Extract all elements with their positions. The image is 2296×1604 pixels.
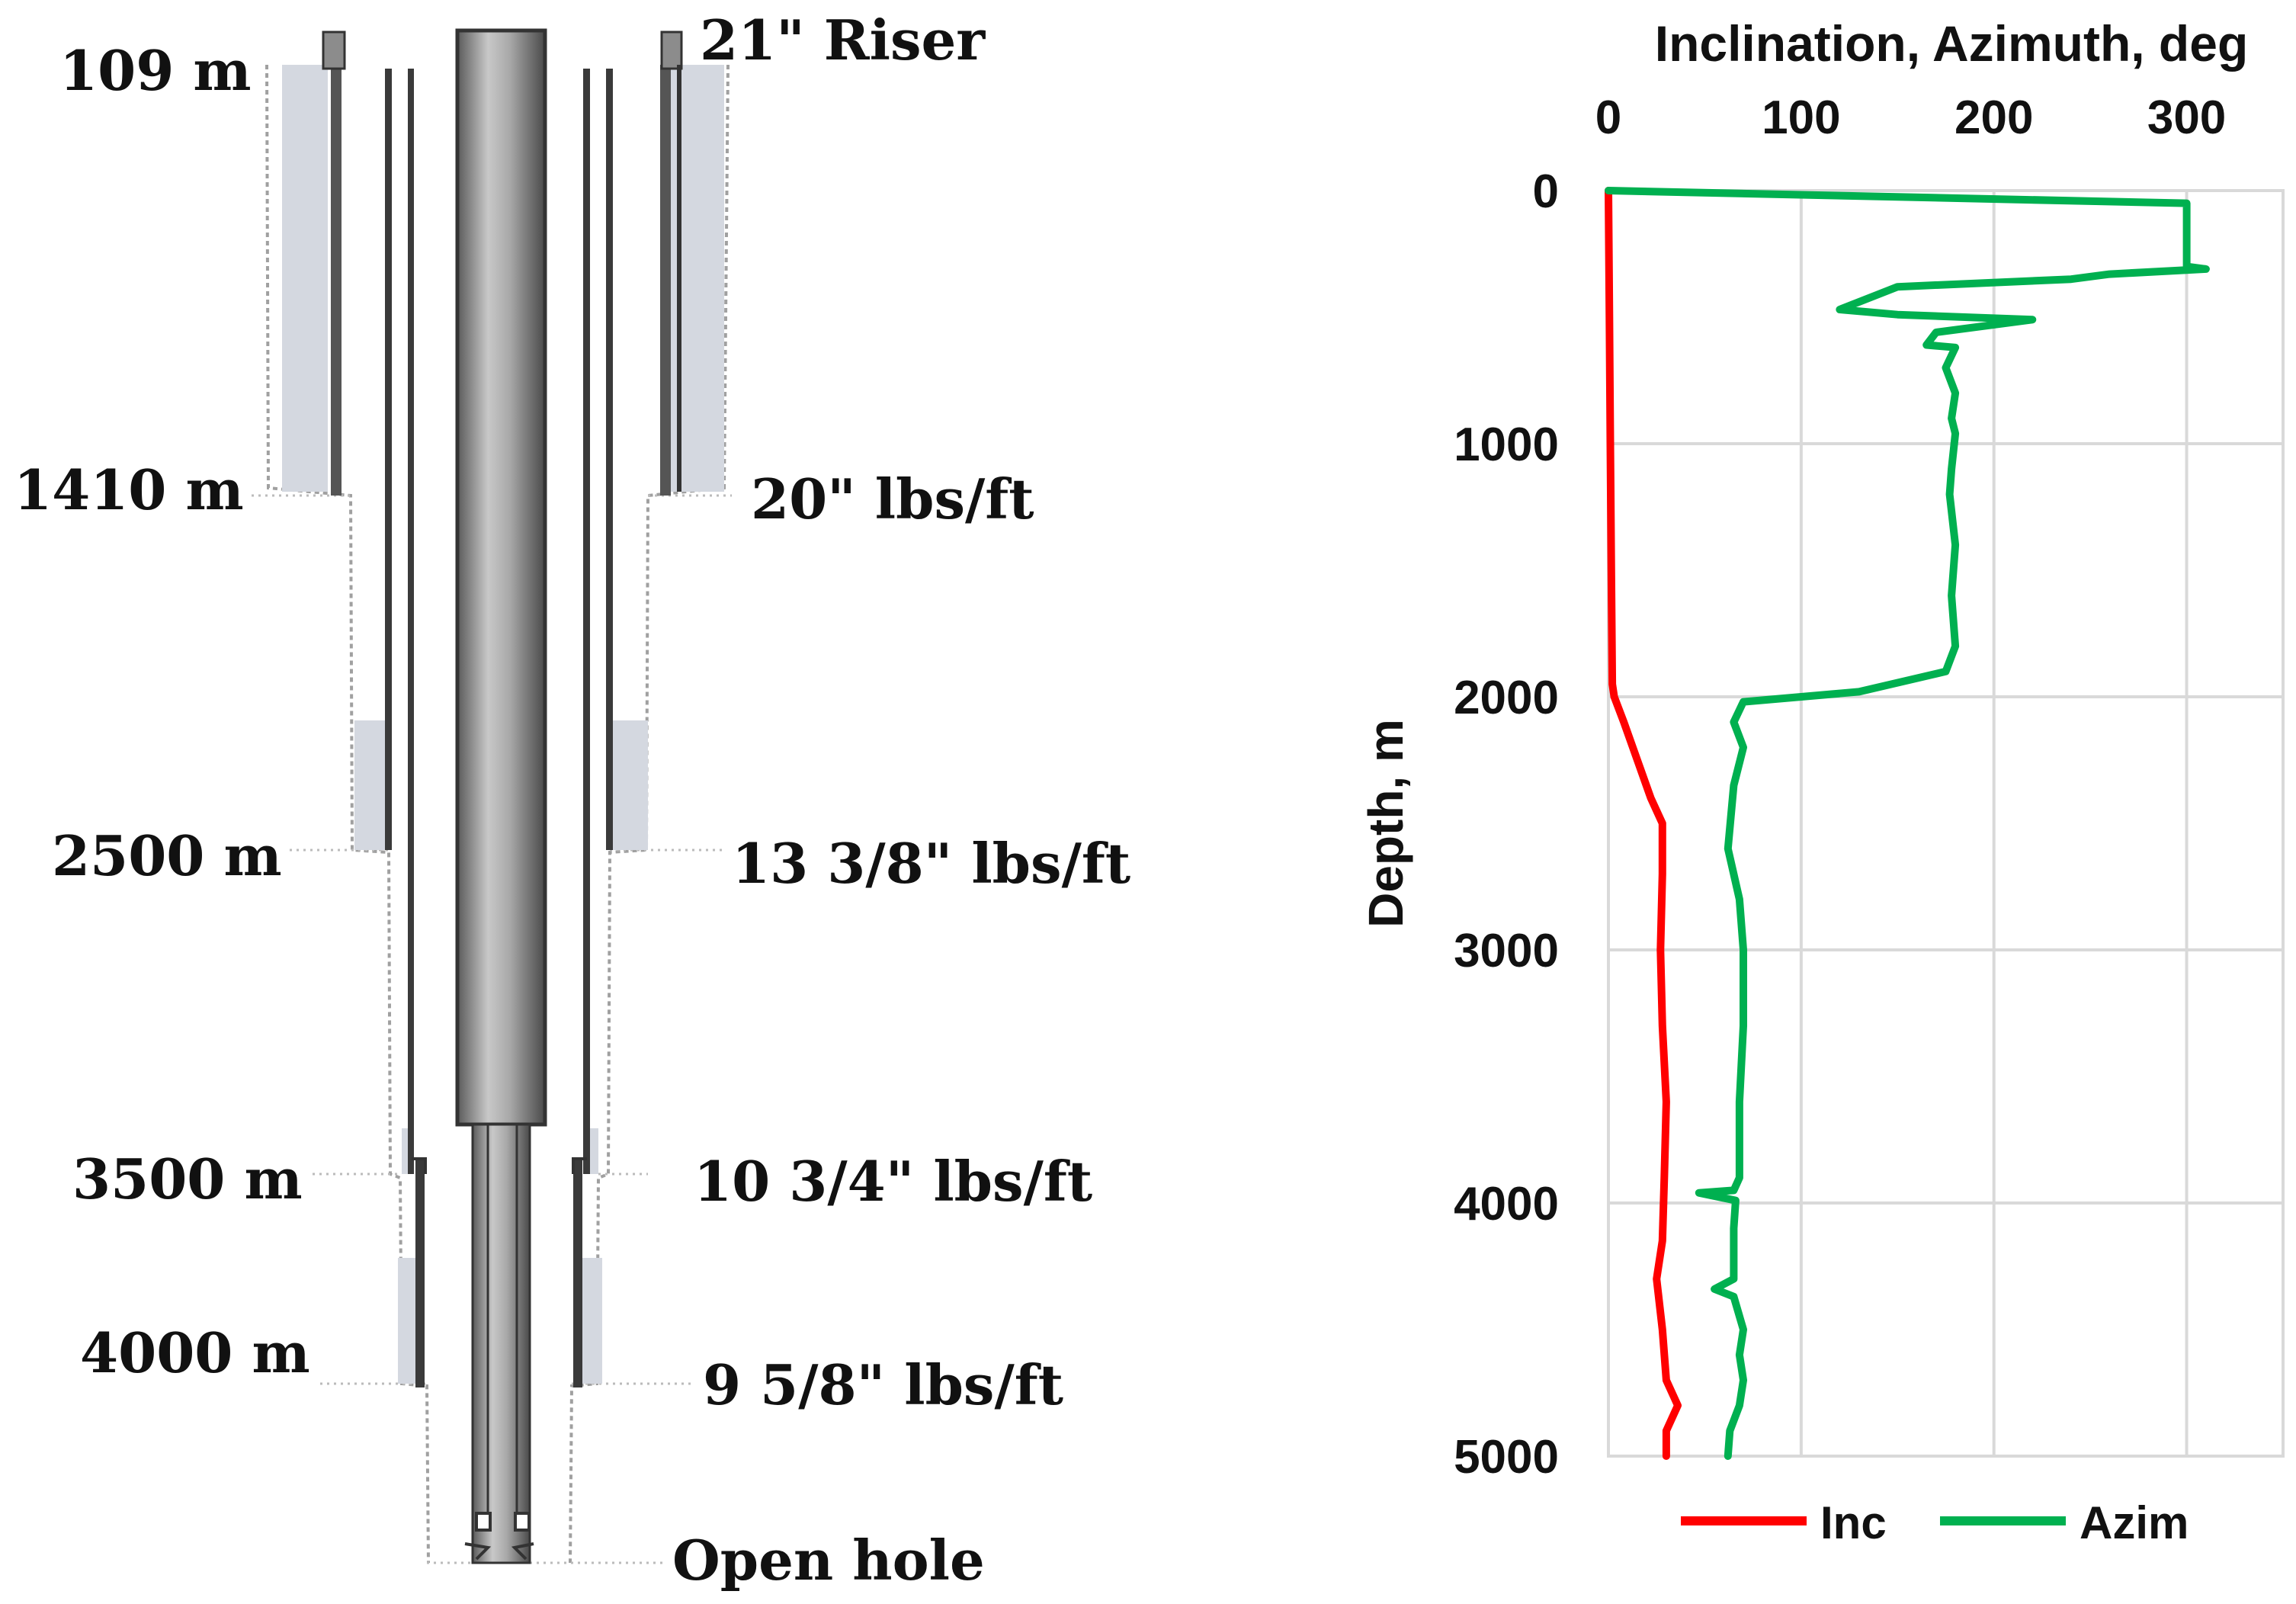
casing-20in <box>322 30 683 496</box>
casing-13in-left-a <box>385 69 392 850</box>
casing-13in-right-a <box>583 69 590 1174</box>
chart-title: Inclination, Azimuth, deg <box>1655 15 2249 72</box>
cement-20in-left <box>282 65 328 492</box>
series-line-azim <box>1605 187 2210 1460</box>
y-tick-5000: 5000 <box>1454 1431 1559 1484</box>
casing-9in-hangers <box>412 1157 587 1174</box>
casing-label-9in: 9 5/8" lbs/ft <box>703 1352 1063 1417</box>
y-tick-4000: 4000 <box>1454 1178 1559 1230</box>
hanger-right <box>572 1157 587 1174</box>
x-tick-200: 200 <box>1954 91 2033 144</box>
well-schematic: 109 m 1410 m 2500 m 3500 m 4000 m 21" Ri… <box>14 8 1130 1593</box>
chart-grid <box>1608 191 2283 1456</box>
casing-10in <box>415 1159 582 1387</box>
depth-label-2500: 2500 m <box>52 823 282 888</box>
bha-right <box>514 1512 531 1532</box>
plot-area <box>1607 189 2285 1458</box>
casing-label-openhole: Open hole <box>672 1528 985 1593</box>
drill-pipe-upper <box>455 28 547 1127</box>
x-tick-labels: 0 100 200 300 <box>1595 91 2227 144</box>
x-tick-0: 0 <box>1595 91 1621 144</box>
casing-20in-right <box>660 65 671 496</box>
casing-20in-inner-right <box>677 65 681 492</box>
bha-left <box>475 1512 492 1532</box>
bottom-hole-assembly <box>464 1512 534 1561</box>
inclination-azimuth-chart: 0 100 200 300 0 1000 2000 3000 4000 5000 Inclina… <box>1358 15 2285 1548</box>
drill-pipe-lower <box>471 1123 531 1564</box>
y-tick-1000: 1000 <box>1454 419 1559 471</box>
y-tick-2000: 2000 <box>1454 672 1559 724</box>
y-axis-title: Depth, m <box>1358 719 1413 928</box>
drill-pipe-lines <box>486 1124 518 1525</box>
casing-13in-left-b <box>408 69 414 1174</box>
legend-label-inc: Inc <box>1820 1497 1887 1548</box>
y-tick-0: 0 <box>1533 165 1559 218</box>
riser-head-right <box>660 30 683 70</box>
depth-label-1410: 1410 m <box>14 457 244 522</box>
casing-label-10in: 10 3/4" lbs/ft <box>694 1149 1092 1214</box>
casing-label-13in: 13 3/8" lbs/ft <box>732 831 1130 896</box>
x-tick-300: 300 <box>2147 91 2226 144</box>
cement-13in-right <box>610 720 648 850</box>
bit-left <box>464 1542 492 1561</box>
x-tick-100: 100 <box>1762 91 1840 144</box>
casing-13in-right-b <box>606 69 613 850</box>
depth-label-109: 109 m <box>59 38 252 103</box>
casing-10in-left <box>415 1159 425 1387</box>
casing-label-20in: 20" lbs/ft <box>751 467 1034 531</box>
legend-label-azim: Azim <box>2080 1497 2189 1548</box>
chart-legend: Inc Azim <box>1681 1497 2189 1548</box>
y-tick-labels: 0 1000 2000 3000 4000 5000 <box>1454 165 1559 1484</box>
y-tick-3000: 3000 <box>1454 925 1559 977</box>
casing-20in-left <box>331 65 342 496</box>
casing-13in <box>385 69 613 1174</box>
hanger-left <box>412 1157 427 1174</box>
casing-10in-right <box>573 1159 582 1387</box>
bit-right <box>511 1542 534 1561</box>
casing-label-riser: 21" Riser <box>700 8 986 72</box>
series-line-inc <box>1605 187 1682 1460</box>
depth-label-4000: 4000 m <box>80 1320 310 1385</box>
riser-head-left <box>322 30 346 70</box>
depth-label-3500: 3500 m <box>72 1147 303 1211</box>
cement-9in-right <box>579 1258 602 1384</box>
chart-series <box>1605 187 2210 1460</box>
cement-13in-left <box>354 720 389 850</box>
